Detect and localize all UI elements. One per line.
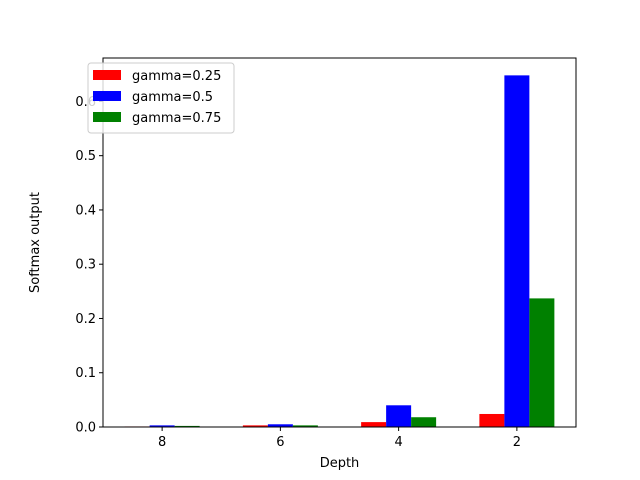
y-tick-label: 0.4 bbox=[75, 203, 96, 218]
x-tick-label: 6 bbox=[276, 435, 284, 450]
bar-2-8 bbox=[149, 425, 175, 427]
y-tick-label: 0.5 bbox=[75, 149, 96, 164]
bar-3-6 bbox=[292, 425, 318, 427]
x-axis-label: Depth bbox=[320, 456, 360, 471]
bar-2-4 bbox=[386, 405, 412, 427]
legend-swatch bbox=[93, 70, 121, 80]
bar-3-4 bbox=[411, 417, 437, 427]
legend-label: gamma=0.75 bbox=[132, 111, 221, 126]
y-tick-label: 0.2 bbox=[75, 312, 96, 327]
y-axis: 0.00.10.20.30.40.50.6 bbox=[75, 95, 103, 436]
legend-swatch bbox=[93, 91, 121, 101]
x-tick-label: 4 bbox=[394, 435, 402, 450]
bar-2-6 bbox=[267, 424, 293, 427]
bar-3-2 bbox=[529, 298, 555, 427]
bar-1-2 bbox=[479, 413, 505, 427]
legend-box bbox=[87, 62, 235, 134]
y-tick-label: 0.0 bbox=[75, 421, 96, 436]
x-tick-label: 8 bbox=[158, 435, 166, 450]
legend-swatch bbox=[93, 112, 121, 122]
x-axis: 8 6 4 2 bbox=[158, 427, 521, 450]
bar-2-2 bbox=[504, 75, 530, 427]
bar-1-6 bbox=[242, 425, 268, 427]
legend: gamma=0.25 gamma=0.5 gamma=0.75 bbox=[87, 62, 235, 134]
legend-label: gamma=0.25 bbox=[132, 69, 221, 84]
y-tick-label: 0.3 bbox=[75, 258, 96, 273]
bars-group bbox=[124, 75, 555, 427]
x-tick-label: 2 bbox=[513, 435, 521, 450]
bar-3-8 bbox=[174, 425, 200, 427]
bar-1-4 bbox=[361, 422, 387, 427]
plot-frame bbox=[102, 57, 577, 428]
y-axis-label: Softmax output bbox=[28, 192, 43, 293]
y-tick-label: 0.1 bbox=[75, 366, 96, 381]
legend-label: gamma=0.5 bbox=[132, 90, 213, 105]
